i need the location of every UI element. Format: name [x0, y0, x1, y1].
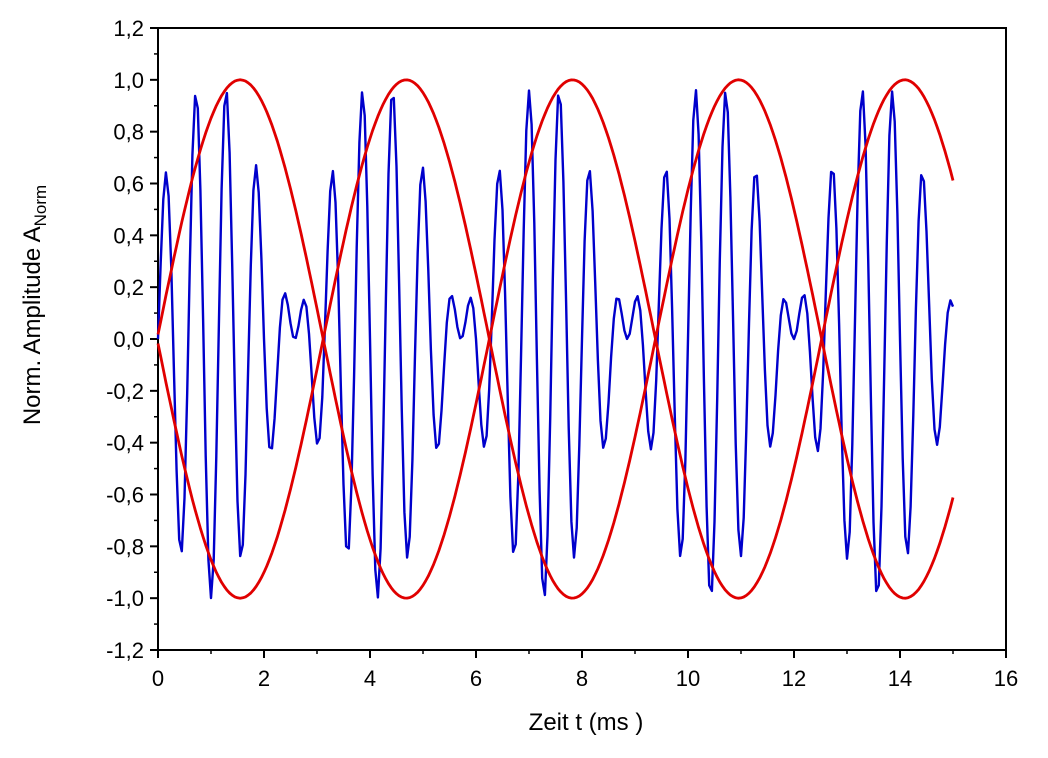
x-tick-label: 6: [470, 666, 482, 691]
series-line-2: [156, 78, 955, 600]
y-axis-label-subscript: Norm: [31, 185, 50, 227]
y-tick-label: 1,2: [113, 16, 144, 41]
x-tick-label: 0: [152, 666, 164, 691]
x-axis-label: Zeit t (ms ): [529, 709, 644, 736]
x-tick-label: 10: [676, 666, 700, 691]
y-tick-label: -0,2: [106, 379, 144, 404]
y-tick-label: 0,8: [113, 120, 144, 145]
y-tick-label: -1,0: [106, 586, 144, 611]
x-tick-label: 16: [994, 666, 1018, 691]
x-tick-label: 12: [782, 666, 806, 691]
y-tick-label: 1,0: [113, 68, 144, 93]
x-tick-label: 2: [258, 666, 270, 691]
y-tick-label: 0,2: [113, 275, 144, 300]
x-tick-label: 14: [888, 666, 912, 691]
y-tick-label: -1,2: [106, 638, 144, 663]
series-group: [156, 78, 955, 600]
y-tick-label: -0,4: [106, 431, 144, 456]
y-tick-label: 0,0: [113, 327, 144, 352]
y-axis-label: Norm. Amplitude ANorm: [19, 185, 50, 425]
y-axis-label-main: Norm. Amplitude A: [19, 226, 46, 425]
y-tick-label: -0,8: [106, 534, 144, 559]
series-line-0: [156, 89, 955, 600]
x-tick-label: 4: [364, 666, 376, 691]
x-tick-label: 8: [576, 666, 588, 691]
ticks: 0 2 4 6 8 10 12 14 16 -1,2 -1,0 -0,8 -0,6 -0,4 -0,2 0,0…: [106, 16, 1018, 691]
y-tick-label: -0,6: [106, 483, 144, 508]
y-tick-label: 0,4: [113, 223, 144, 248]
series-line-1: [156, 78, 955, 600]
y-tick-label: 0,6: [113, 172, 144, 197]
